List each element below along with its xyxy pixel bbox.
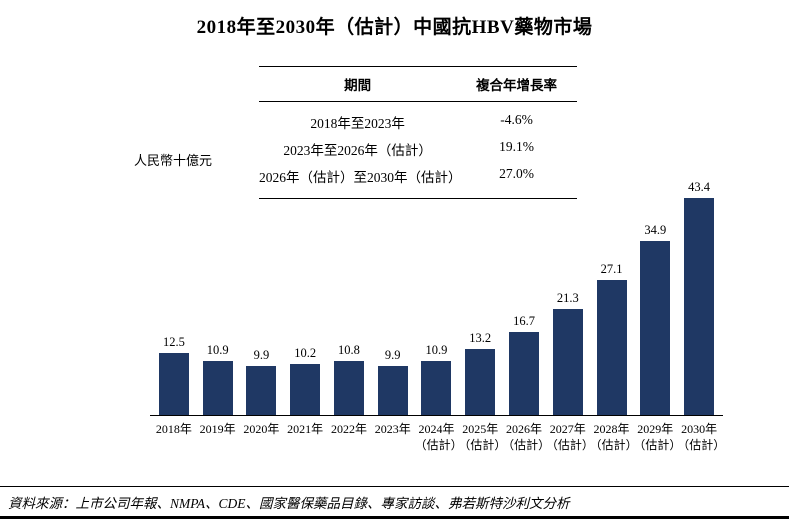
cagr-table-row: 2023年至2026年（估計） 19.1% xyxy=(259,135,577,162)
cagr-table-row: 2018年至2023年 -4.6% xyxy=(259,108,577,135)
bar xyxy=(684,198,715,415)
x-tick-label: 2025年 （估計） xyxy=(458,422,507,453)
x-tick-label: 2027年 （估計） xyxy=(545,422,594,453)
bar-value-label: 10.9 xyxy=(206,342,229,357)
bar-column: 10.2 xyxy=(283,346,327,415)
bar xyxy=(158,352,189,415)
bar xyxy=(290,364,321,415)
x-tick-label: 2030年 （估計） xyxy=(677,422,726,453)
bar xyxy=(465,349,496,415)
bar-column: 34.9 xyxy=(633,222,677,415)
x-tick-label: 2023年 xyxy=(374,422,411,436)
bar-value-label: 34.9 xyxy=(644,222,667,237)
bar-column: 16.7 xyxy=(502,313,546,415)
bar-value-label: 10.9 xyxy=(425,342,448,357)
cagr-period: 2023年至2026年（估計） xyxy=(283,142,432,158)
cagr-value: -4.6% xyxy=(500,111,533,127)
x-tick-label: 2026年 （估計） xyxy=(502,422,551,453)
bar-column: 10.9 xyxy=(196,342,240,415)
cagr-table: 期間 複合年增長率 2018年至2023年 -4.6% 2023年至2026年（… xyxy=(259,66,577,199)
chart-title: 2018年至2030年（估計）中國抗HBV藥物市場 xyxy=(196,17,593,38)
bar-column: 10.9 xyxy=(415,342,459,415)
bar-value-label: 9.9 xyxy=(384,347,401,362)
divider-above-source xyxy=(0,486,789,487)
cagr-period: 2026年（估計）至2030年（估計） xyxy=(259,169,462,185)
bar-value-label: 10.2 xyxy=(294,346,317,360)
bar-column: 12.5 xyxy=(152,334,196,415)
bar-chart: 12.5 10.9 9.9 10.2 10.8 9.9 10.9 13.2 16.7 21.3 27… xyxy=(150,168,726,453)
bars-area: 12.5 10.9 9.9 10.2 10.8 9.9 10.9 13.2 16.7 21.3 27… xyxy=(150,168,723,416)
cagr-value: 19.1% xyxy=(499,138,534,154)
x-tick-label: 2022年 xyxy=(330,422,367,436)
x-tick-label: 2020年 xyxy=(243,422,280,436)
bar xyxy=(202,360,233,415)
x-tick-label: 2024年 （估計） xyxy=(414,422,463,453)
bar-column: 13.2 xyxy=(458,331,502,415)
x-tick-label: 2029年 （估計） xyxy=(633,422,682,453)
x-tick-label: 2019年 xyxy=(199,422,236,436)
bar-value-label: 16.7 xyxy=(513,313,535,328)
bar xyxy=(333,361,364,415)
bar-value-label: 43.4 xyxy=(688,180,710,194)
bar xyxy=(596,279,627,415)
bar-column: 21.3 xyxy=(546,290,590,415)
x-tick-label: 2021年 xyxy=(287,422,324,436)
bar-value-label: 21.3 xyxy=(556,290,579,305)
cagr-table-row: 2026年（估計）至2030年（估計） 27.0% xyxy=(259,162,577,189)
bar xyxy=(640,240,671,415)
source-note: 資料來源：上市公司年報、NMPA、CDE、國家醫保藥品目錄、專家訪談、弗若斯特沙… xyxy=(8,496,570,511)
x-tick-label: 2028年 （估計） xyxy=(589,422,638,453)
bar xyxy=(552,308,583,415)
bar-value-label: 10.8 xyxy=(338,343,360,357)
cagr-table-body: 2018年至2023年 -4.6% 2023年至2026年（估計） 19.1% … xyxy=(259,102,577,198)
cagr-period: 2018年至2023年 xyxy=(310,115,405,131)
bar-column: 43.4 xyxy=(677,180,721,415)
cagr-value: 27.0% xyxy=(499,165,534,181)
bar-column: 9.9 xyxy=(240,347,284,415)
cagr-table-header-row: 期間 複合年增長率 xyxy=(259,67,577,102)
bar-value-label: 27.1 xyxy=(600,261,623,276)
bar-column: 9.9 xyxy=(371,347,415,415)
page-bottom-rule xyxy=(0,516,789,519)
x-tick-label: 2018年 xyxy=(155,422,192,436)
bar-value-label: 9.9 xyxy=(253,347,270,362)
x-axis-labels: 2018年 2019年 2020年 2021年 2022年 2023年 2024年 （估計）… xyxy=(150,416,726,453)
bar-value-label: 13.2 xyxy=(469,331,492,345)
bar-value-label: 12.5 xyxy=(162,334,185,349)
cagr-header-rate: 複合年增長率 xyxy=(476,78,558,93)
cagr-header-period: 期間 xyxy=(344,78,372,93)
bar-column: 27.1 xyxy=(590,261,634,415)
bar-column: 10.8 xyxy=(327,343,371,415)
bar xyxy=(421,360,452,415)
bar xyxy=(246,365,277,415)
bar xyxy=(509,331,539,415)
bar xyxy=(377,365,408,415)
y-axis-unit-label: 人民幣十億元 xyxy=(134,153,213,168)
